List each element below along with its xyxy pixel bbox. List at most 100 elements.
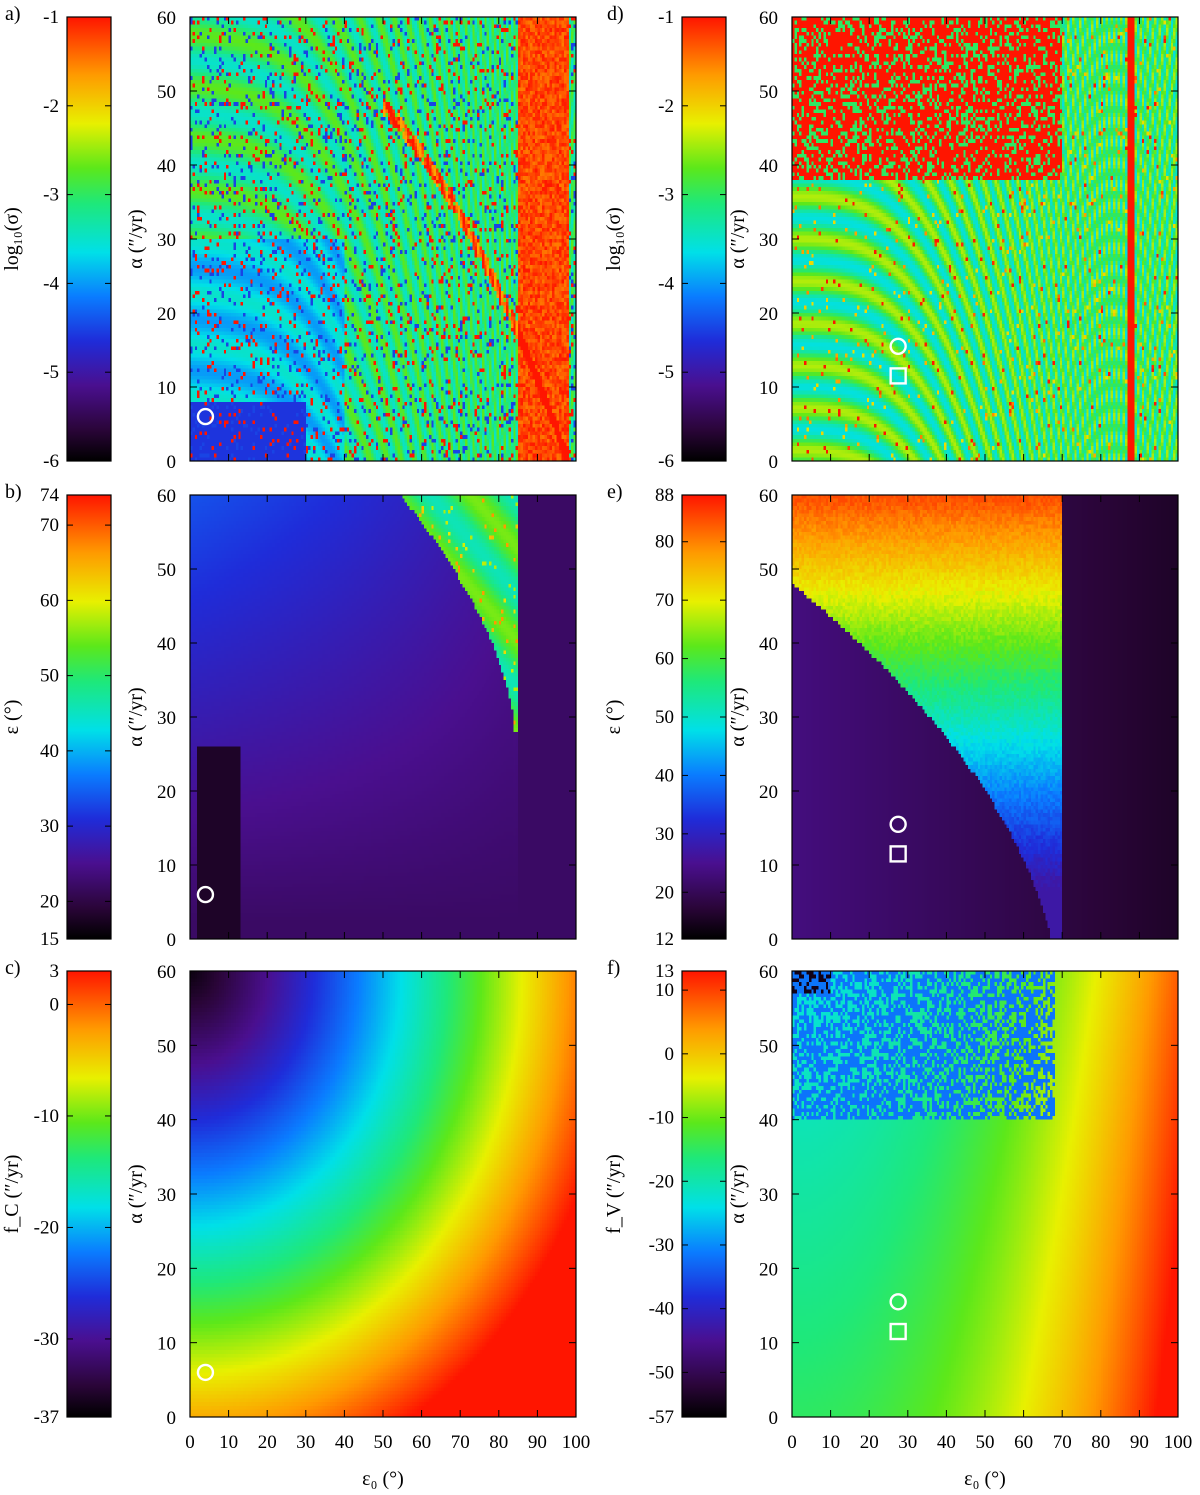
- colorbar: [682, 971, 726, 1417]
- x-tick-label: 10: [821, 1432, 840, 1453]
- marker-circle: [196, 407, 215, 426]
- y-tick-label: 50: [759, 82, 778, 103]
- y-tick-label: 60: [759, 486, 778, 507]
- y-tick-label: 0: [167, 930, 177, 951]
- colorbar: [682, 495, 726, 939]
- y-tick-label: 0: [769, 1408, 779, 1429]
- colorbar-frame: [66, 16, 112, 462]
- colorbar-tick-label: -37: [34, 1407, 59, 1428]
- x-tick-label: 100: [562, 1432, 591, 1453]
- y-tick-label: 20: [759, 1259, 778, 1280]
- x-tick-label: 40: [937, 1432, 956, 1453]
- x-tick-label: 0: [787, 1432, 797, 1453]
- x-tick-label: 60: [412, 1432, 431, 1453]
- colorbar-tick-label: -5: [658, 362, 674, 383]
- y-tick-label: 60: [157, 8, 176, 29]
- colorbar-label: log₁₀(σ): [1, 207, 23, 271]
- y-tick-label: 50: [759, 1036, 778, 1057]
- colorbar-tick-label: -30: [649, 1235, 674, 1256]
- y-tick-label: 40: [157, 1111, 176, 1132]
- colorbar-tick-label: 3: [50, 961, 60, 982]
- x-tick-label: 30: [296, 1432, 315, 1453]
- y-tick-label: 30: [157, 1185, 176, 1206]
- y-tick-label: 40: [157, 634, 176, 655]
- colorbar-tick-label: 30: [40, 816, 59, 837]
- panel-letter: b): [5, 481, 22, 503]
- x-tick-label: 90: [528, 1432, 547, 1453]
- y-tick-label: 50: [759, 560, 778, 581]
- x-tick-label: 40: [335, 1432, 354, 1453]
- colorbar: [682, 17, 726, 461]
- y-tick-label: 20: [759, 304, 778, 325]
- colorbar-tick-label: 50: [655, 707, 674, 728]
- colorbar-tick-label: -6: [658, 451, 674, 472]
- y-tick-label: 50: [157, 560, 176, 581]
- colorbar-label: log₁₀(σ): [603, 207, 625, 271]
- y-axis-label: α (″/yr): [125, 1164, 147, 1223]
- colorbar-tick-label: -40: [649, 1299, 674, 1320]
- y-axis-label: α (″/yr): [125, 687, 147, 746]
- colorbar-frame: [681, 970, 727, 1418]
- y-tick-label: 30: [759, 708, 778, 729]
- x-tick-label: 20: [860, 1432, 879, 1453]
- colorbar-tick-label: -3: [658, 185, 674, 206]
- x-axis-label: ε₀ (°): [964, 1468, 1006, 1490]
- x-axis-label: ε₀ (°): [362, 1468, 404, 1490]
- colorbar-tick-label: -3: [43, 185, 59, 206]
- heatmap-image: [190, 971, 576, 1417]
- colorbar-tick-label: -1: [658, 7, 674, 28]
- colorbar-tick-label: -20: [34, 1217, 59, 1238]
- y-tick-label: 0: [167, 452, 177, 473]
- panel-b: b) 15 20 30 40 50 60 70 74 ε (°) 0 10 20 30 40 50 60 α (″…: [1, 481, 577, 951]
- y-tick-label: 10: [759, 1334, 778, 1355]
- x-tick-label: 90: [1130, 1432, 1149, 1453]
- y-tick-label: 20: [157, 1259, 176, 1280]
- x-tick-label: 80: [489, 1432, 508, 1453]
- y-tick-label: 40: [759, 634, 778, 655]
- colorbar-tick-label: 60: [40, 590, 59, 611]
- marker-square: [889, 1322, 907, 1341]
- colorbar-tick-label: 13: [655, 961, 674, 982]
- colorbar-tick-label: 70: [40, 515, 59, 536]
- y-tick-label: 10: [759, 856, 778, 877]
- panel-letter: c): [5, 957, 21, 979]
- marker-circle: [196, 885, 215, 904]
- colorbar-label: ε (°): [603, 700, 625, 735]
- colorbar-tick-label: 70: [655, 590, 674, 611]
- marker-square: [889, 845, 907, 863]
- colorbar-tick-label: 74: [40, 485, 60, 506]
- colorbar-tick-label: 80: [655, 532, 674, 553]
- panel-c: c) -37 -30 -20 -10 0 3 f_C (″/yr) 0 10 20 30 40 50 60 α…: [1, 957, 577, 1429]
- colorbar-tick-label: 12: [655, 929, 674, 950]
- colorbar-tick-label: 20: [40, 891, 59, 912]
- heatmap-image: [792, 17, 1178, 461]
- panel-d: d) -6 -5 -4 -3 -2 -1 log₁₀(σ) 0 10 20 30 40 50 60 α (″/…: [603, 3, 1179, 473]
- x-tick-label: 70: [1053, 1432, 1072, 1453]
- y-tick-label: 40: [759, 156, 778, 177]
- x-tick-label: 0: [185, 1432, 195, 1453]
- colorbar-tick-label: 20: [655, 882, 674, 903]
- y-tick-label: 20: [157, 782, 176, 803]
- y-tick-label: 30: [759, 1185, 778, 1206]
- colorbar-tick-label: 0: [50, 994, 60, 1015]
- marker-circle: [196, 1363, 215, 1382]
- colorbar-tick-label: -5: [43, 362, 59, 383]
- colorbar-frame: [66, 494, 112, 940]
- colorbar-tick-label: 15: [40, 929, 59, 950]
- x-tick-label: 100: [1164, 1432, 1193, 1453]
- colorbar-tick-label: -4: [658, 273, 674, 294]
- x-tick-label: 80: [1091, 1432, 1110, 1453]
- y-tick-label: 20: [157, 304, 176, 325]
- colorbar-tick-label: 10: [655, 980, 674, 1001]
- y-axis-label: α (″/yr): [727, 687, 749, 746]
- y-tick-label: 40: [759, 1111, 778, 1132]
- y-tick-label: 0: [769, 452, 779, 473]
- colorbar-tick-label: 30: [655, 824, 674, 845]
- colorbar-frame: [66, 970, 112, 1418]
- y-tick-label: 30: [157, 708, 176, 729]
- colorbar-tick-label: -10: [649, 1108, 674, 1129]
- y-tick-label: 10: [759, 378, 778, 399]
- y-tick-label: 60: [157, 486, 176, 507]
- y-tick-label: 0: [769, 930, 779, 951]
